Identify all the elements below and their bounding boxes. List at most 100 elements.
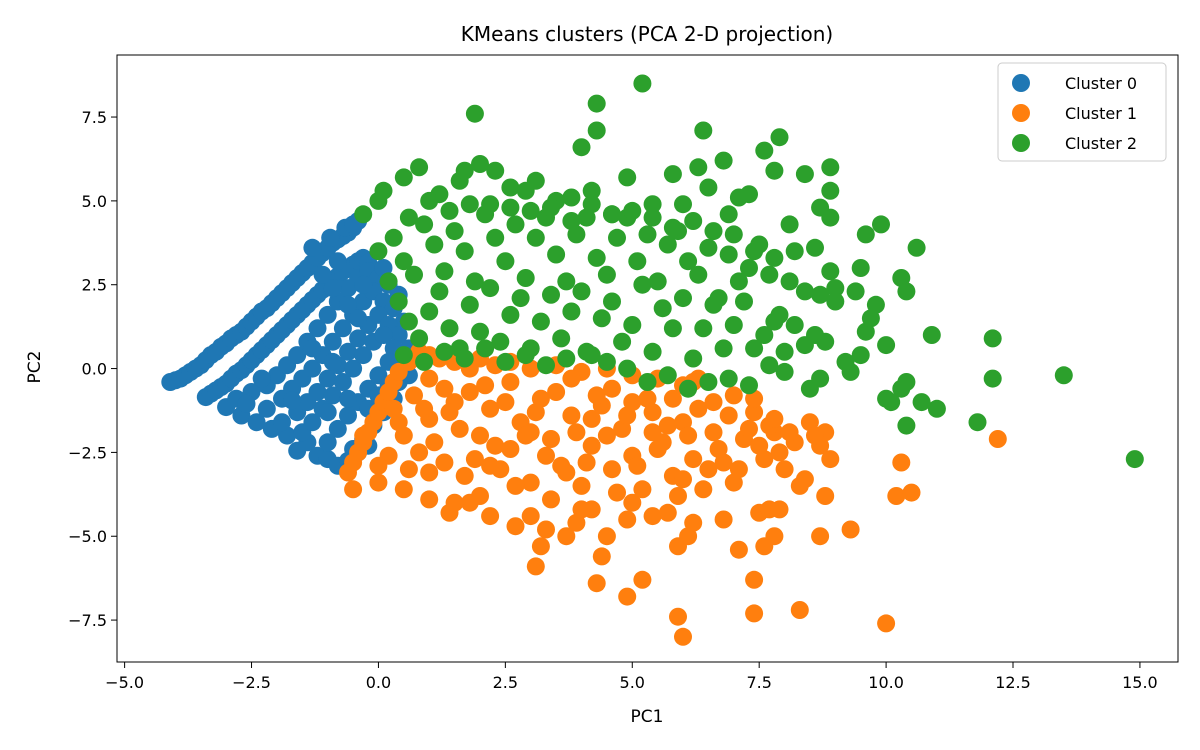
point-cluster-0-98 [257, 399, 276, 418]
point-cluster-0-170 [321, 228, 340, 247]
point-cluster-2-200 [846, 282, 865, 301]
point-cluster-1-69 [887, 487, 906, 505]
point-cluster-2-3 [394, 168, 413, 187]
point-cluster-2-144 [435, 342, 454, 361]
point-cluster-1-122 [450, 419, 469, 438]
point-cluster-2-146 [476, 339, 495, 358]
x-tick-label: 10.0 [868, 673, 904, 692]
point-cluster-1-177 [765, 409, 784, 428]
point-cluster-0-163 [323, 279, 342, 298]
point-cluster-0-162 [339, 295, 357, 314]
point-cluster-1-36 [526, 557, 545, 576]
point-cluster-2-106 [542, 285, 560, 304]
point-cluster-2-55 [506, 215, 525, 234]
point-cluster-1-71 [892, 453, 911, 472]
point-cluster-2-177 [379, 272, 398, 291]
point-cluster-1-68 [877, 614, 896, 633]
point-cluster-2-181 [460, 195, 479, 214]
x-tick-label: 2.5 [493, 673, 518, 692]
point-cluster-2-83 [795, 282, 814, 301]
point-cluster-1-50 [669, 607, 687, 626]
series-cluster-1 [339, 342, 1007, 646]
point-cluster-1-182 [521, 507, 540, 526]
point-cluster-2-151 [577, 342, 596, 361]
point-cluster-2-137 [866, 295, 885, 314]
point-cluster-2-105 [531, 312, 550, 331]
x-tick-label: 7.5 [746, 673, 771, 692]
point-cluster-2-156 [679, 379, 698, 398]
legend-label-cluster-0: Cluster 0 [1065, 74, 1137, 93]
point-cluster-1-67 [841, 520, 860, 539]
point-cluster-1-119 [415, 399, 434, 418]
point-cluster-1-60 [745, 604, 764, 623]
point-cluster-2-193 [704, 222, 723, 241]
point-cluster-2-68 [638, 225, 657, 244]
point-cluster-2-182 [481, 195, 500, 214]
point-cluster-1-95 [633, 480, 652, 499]
point-cluster-2-195 [745, 242, 764, 261]
point-cluster-2-117 [653, 299, 672, 318]
point-cluster-1-185 [445, 493, 464, 512]
x-tick-label: −2.5 [232, 673, 271, 692]
point-cluster-0-119 [349, 329, 368, 348]
point-cluster-2-140 [897, 282, 916, 301]
point-cluster-1-78 [455, 466, 474, 485]
point-cluster-2-35 [770, 128, 789, 147]
point-cluster-2-107 [552, 329, 571, 348]
point-cluster-2-92 [399, 312, 418, 331]
point-cluster-1-156 [354, 426, 373, 445]
point-cluster-1-155 [790, 476, 809, 495]
point-cluster-2-70 [658, 235, 677, 254]
point-cluster-2-80 [760, 265, 779, 284]
point-cluster-2-65 [608, 228, 626, 247]
point-cluster-2-23 [643, 195, 662, 214]
point-cluster-2-8 [465, 104, 484, 123]
point-cluster-2-16 [572, 138, 591, 157]
point-cluster-2-86 [826, 279, 845, 298]
point-cluster-1-65 [811, 527, 830, 546]
point-cluster-0-151 [237, 394, 256, 413]
point-cluster-1-178 [806, 426, 824, 445]
point-cluster-1-102 [704, 423, 723, 442]
point-cluster-0-105 [333, 319, 352, 338]
point-cluster-1-142 [658, 416, 677, 435]
point-cluster-2-44 [394, 252, 413, 271]
point-cluster-2-145 [455, 349, 474, 368]
point-cluster-2-172 [968, 413, 987, 432]
point-cluster-2-33 [755, 141, 774, 160]
point-cluster-2-126 [745, 339, 764, 358]
point-cluster-1-45 [618, 587, 637, 606]
point-cluster-1-84 [521, 473, 540, 492]
point-cluster-0-160 [303, 339, 322, 358]
point-cluster-2-188 [603, 205, 621, 224]
point-cluster-2-42 [369, 242, 388, 261]
point-cluster-2-133 [816, 332, 835, 351]
point-cluster-2-112 [603, 292, 621, 311]
point-cluster-1-166 [542, 490, 560, 509]
point-cluster-1-34 [481, 507, 500, 526]
point-cluster-2-22 [633, 74, 652, 93]
point-cluster-0-129 [333, 373, 352, 391]
point-cluster-2-102 [501, 305, 520, 324]
x-axis-label: PC1 [631, 707, 664, 727]
point-cluster-1-151 [750, 436, 769, 455]
point-cluster-1-144 [679, 426, 698, 445]
point-cluster-2-109 [572, 282, 591, 301]
legend-label-cluster-1: Cluster 1 [1065, 104, 1137, 123]
point-cluster-1-168 [582, 409, 601, 428]
point-cluster-2-76 [719, 245, 738, 264]
point-cluster-2-120 [684, 349, 703, 368]
point-cluster-1-66 [816, 487, 835, 505]
point-cluster-1-49 [658, 503, 677, 522]
point-cluster-0-131 [354, 346, 373, 365]
point-cluster-1-28 [344, 480, 363, 499]
point-cluster-2-67 [628, 252, 647, 271]
point-cluster-0-102 [303, 359, 322, 378]
point-cluster-2-36 [780, 215, 799, 234]
point-cluster-1-141 [648, 440, 667, 458]
point-cluster-2-10 [486, 161, 505, 180]
point-cluster-2-74 [699, 238, 718, 257]
point-cluster-2-85 [821, 262, 840, 281]
